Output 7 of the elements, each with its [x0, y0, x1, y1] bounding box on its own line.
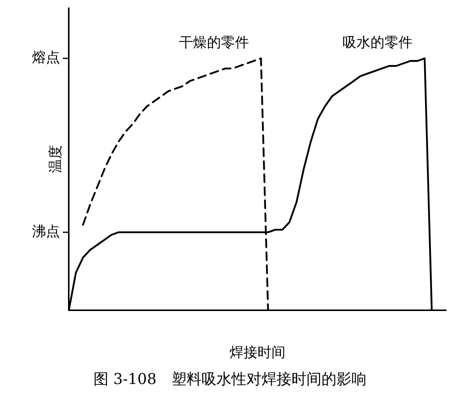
text: 熔点 [32, 50, 60, 66]
text: 沸点 [32, 224, 60, 240]
y-axis-title: 温度 [48, 145, 64, 174]
series-label: 吸水的零件 [342, 35, 413, 52]
series-label: 干燥的零件 [178, 35, 249, 52]
x-axis-title: 焊接时间 [229, 345, 286, 362]
caption: 图 3-108 塑料吸水性对焊接时间的影响 [92, 370, 368, 389]
